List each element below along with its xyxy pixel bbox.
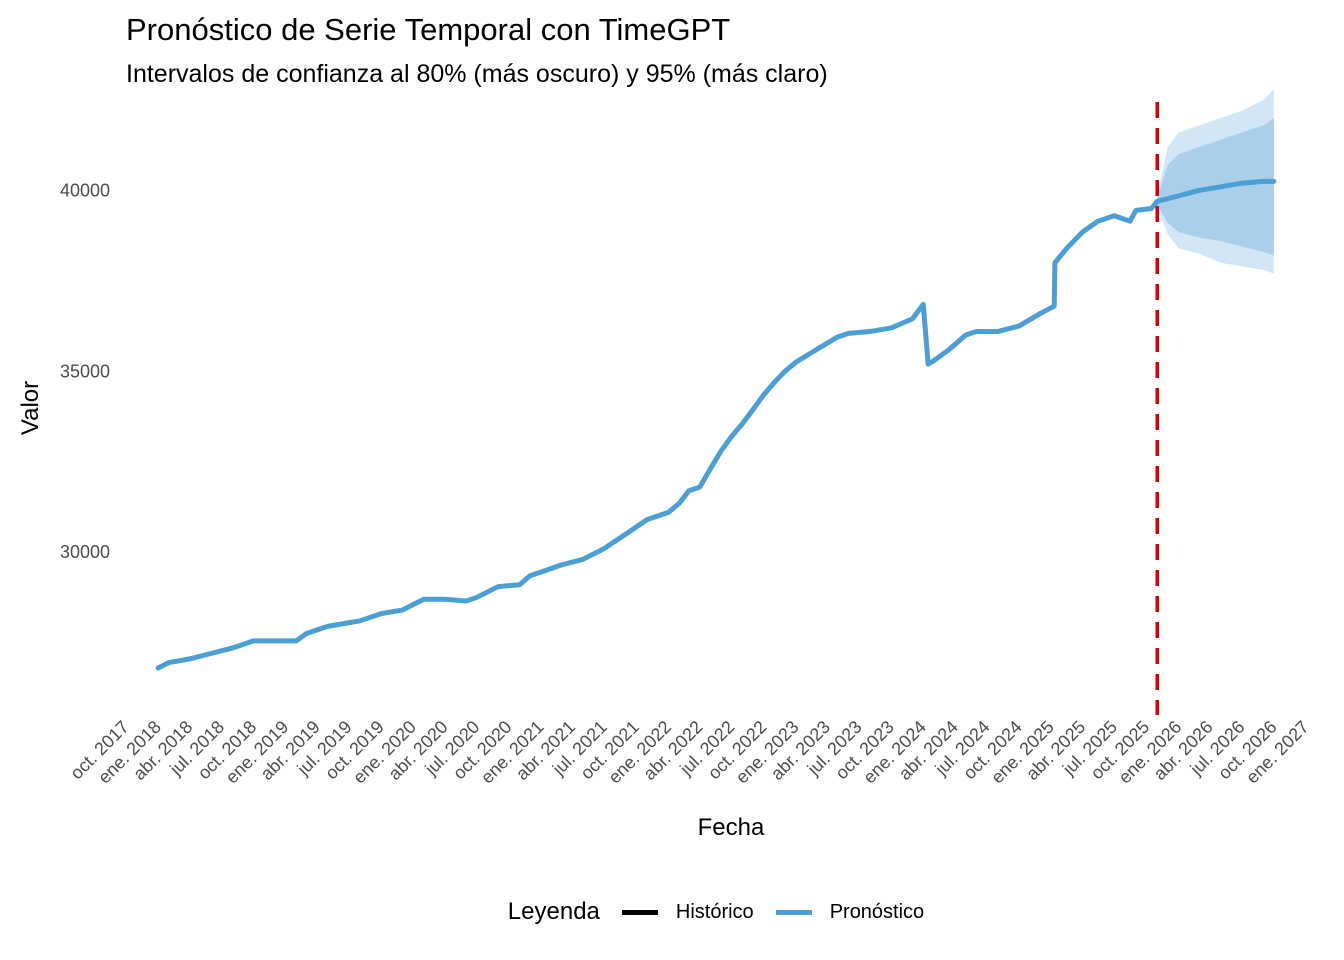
y-tick-label: 30000 [60, 542, 110, 562]
legend-key-historico [621, 909, 658, 915]
y-tick-label: 35000 [60, 361, 110, 381]
legend-item-pronostico: Pronóstico [775, 900, 925, 924]
legend-key-pronostico [775, 909, 812, 915]
chart-title: Pronóstico de Serie Temporal con TimeGPT [126, 12, 731, 47]
y-tick-label: 40000 [60, 180, 110, 200]
chart-subtitle: Intervalos de confianza al 80% (más oscu… [126, 60, 828, 88]
y-axis-title: Valor [17, 381, 44, 435]
legend-label-historico: Histórico [675, 900, 754, 923]
legend-item-historico: Histórico [621, 900, 754, 924]
legend-title: Leyenda [507, 898, 600, 925]
legend-label-pronostico: Pronóstico [829, 900, 925, 923]
legend: Leyenda Histórico Pronóstico [0, 892, 1344, 932]
x-axis-title: Fecha [698, 814, 765, 841]
series-line-1 [155, 178, 1277, 671]
